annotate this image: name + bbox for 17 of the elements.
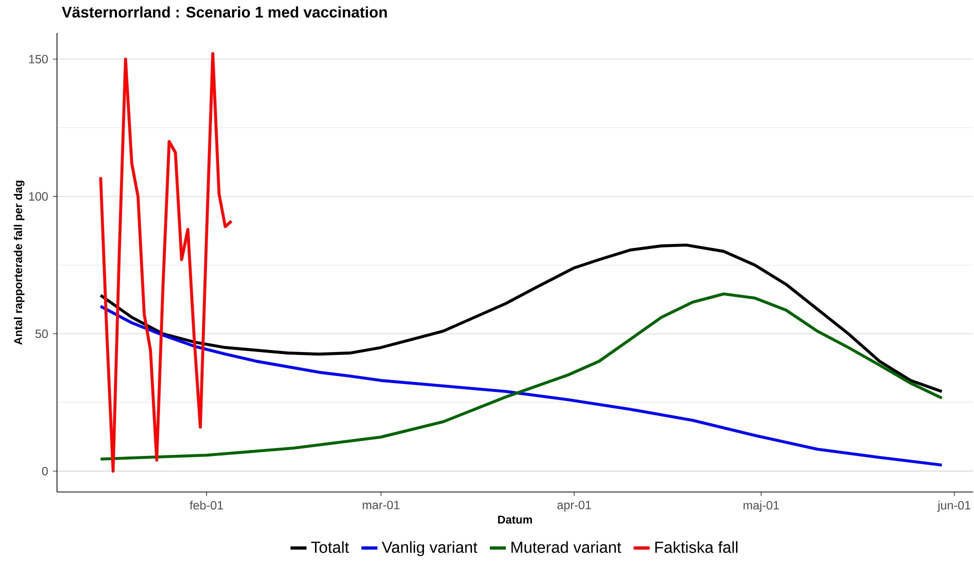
x-tick-label: maj-01: [744, 500, 779, 512]
x-tick-label: jun-01: [937, 500, 970, 512]
line-series: [99, 52, 233, 473]
legend-label: Vanlig variant: [382, 541, 478, 556]
legend-label: Totalt: [311, 541, 349, 553]
y-tick-label: 50: [35, 330, 48, 338]
x-tick-label: mar-01: [362, 500, 400, 510]
y-tick-label: 100: [29, 192, 48, 201]
x-tick-label: apr-01: [557, 500, 591, 512]
legend-label: Muterad variant: [512, 541, 622, 553]
y-axis-title: Antal rapporterade fall per dag: [14, 180, 24, 345]
legend-label: Faktiska fall: [655, 541, 738, 553]
x-tick-label: feb-01: [190, 500, 223, 510]
y-tick-label: 150: [29, 54, 48, 64]
y-tick-label: 0: [42, 466, 48, 476]
chart-title: Västernorrland : Scenario 1 med vaccination: [62, 6, 387, 18]
x-axis-title: Datum: [498, 516, 532, 524]
